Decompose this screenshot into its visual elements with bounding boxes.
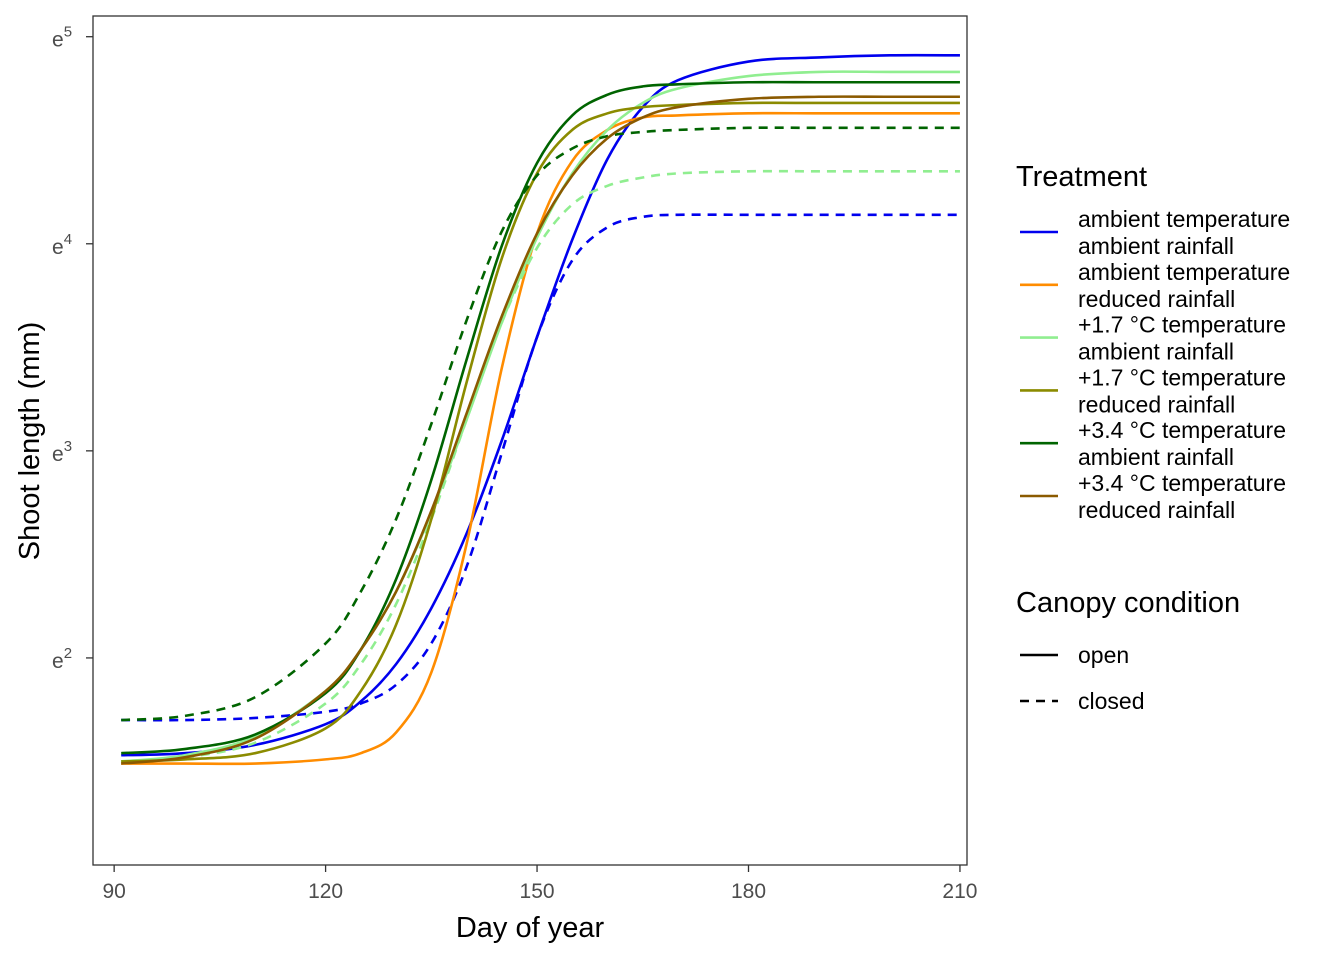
series-line-5-closed <box>121 169 960 763</box>
x-tick-label: 180 <box>731 880 766 903</box>
legend-title-treatment: Treatment <box>1016 161 1147 193</box>
legend-label-treatment-line1: +1.7 °C temperature <box>1078 312 1286 338</box>
y-axis: e2 e3 e4 e5 <box>52 24 93 673</box>
x-tick-label: 210 <box>942 880 977 903</box>
plot-panel-border <box>92 15 968 866</box>
series-line-2-closed <box>121 213 960 722</box>
legend-label-treatment-line2: reduced rainfall <box>1078 497 1235 523</box>
x-tick-label: 90 <box>102 880 125 903</box>
legend-canopy-items: open closed <box>1020 642 1144 714</box>
series-line-7-open <box>121 80 960 755</box>
series-line-6-open <box>121 101 960 763</box>
legend-label-canopy: open <box>1078 642 1129 668</box>
legend-label-treatment-line1: ambient temperature <box>1078 259 1290 285</box>
x-tick-label: 150 <box>520 880 555 903</box>
y-axis-title: Shoot length (mm) <box>14 322 46 561</box>
legend-label-treatment-line1: +1.7 °C temperature <box>1078 364 1286 390</box>
series-layer <box>121 53 960 766</box>
legend-label-treatment-line1: +3.4 °C temperature <box>1078 470 1286 496</box>
legend-label-treatment-line2: ambient rainfall <box>1078 233 1234 259</box>
legend-label-treatment-line1: +3.4 °C temperature <box>1078 417 1286 443</box>
legend-label-treatment-line2: reduced rainfall <box>1078 391 1235 417</box>
y-tick-label: e4 <box>52 231 72 259</box>
y-tick-label: e5 <box>52 24 72 52</box>
legend-label-treatment-line2: ambient rainfall <box>1078 444 1234 470</box>
legend-label-treatment-line2: reduced rainfall <box>1078 286 1235 312</box>
y-tick-label: e2 <box>52 645 72 673</box>
plot-background <box>93 16 967 865</box>
series-line-9-open <box>121 95 960 765</box>
legend-label-treatment-line2: ambient rainfall <box>1078 339 1234 365</box>
series-line-8-closed <box>121 126 960 722</box>
y-tick-label: e3 <box>52 438 72 466</box>
x-axis-title: Day of year <box>456 912 605 944</box>
legend-label-treatment-line1: ambient temperature <box>1078 206 1290 232</box>
series-line-3-open <box>121 111 960 766</box>
legend-label-canopy: closed <box>1078 688 1144 714</box>
x-axis: 90 120 150 180 210 <box>102 865 977 903</box>
legend-title-canopy: Canopy condition <box>1016 587 1240 619</box>
x-tick-label: 120 <box>308 880 343 903</box>
